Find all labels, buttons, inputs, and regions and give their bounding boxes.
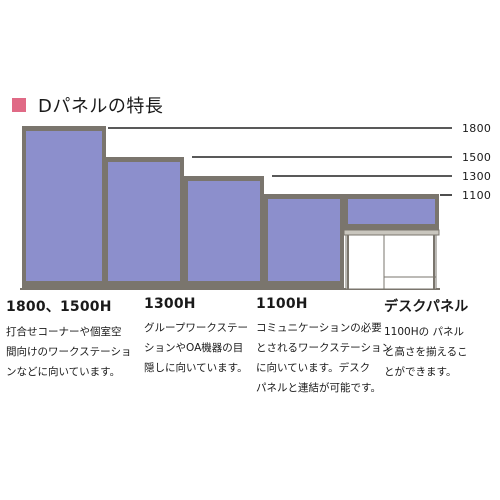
feature-column-1100: 1100H コミュニケーションの必要 とされるワークステーション に向いています… — [256, 296, 392, 398]
section-header: Dパネルの特長 — [12, 92, 163, 118]
feature-column-1800-1500: 1800、1500H 打合せコーナーや個室空 間向けのワークステーショ ンなどに… — [6, 296, 131, 382]
feature-heading: デスクパネル — [384, 299, 469, 315]
feature-description: グループワークステー ションやOA機器の目 隠しに向いています。 — [144, 322, 249, 374]
panel-1300 — [184, 176, 264, 289]
panel-1100 — [264, 194, 344, 289]
height-label-1500: 1500 — [462, 151, 492, 164]
section-marker-icon — [12, 98, 26, 112]
feature-heading: 1800、1500H — [6, 299, 112, 315]
feature-column-1300: 1300H グループワークステー ションやOA機器の目 隠しに向いています。 — [144, 296, 248, 378]
panel-1800 — [22, 126, 106, 289]
feature-description: コミュニケーションの必要 とされるワークステーション に向いています。デスク パ… — [256, 322, 392, 394]
section-title: Dパネルの特長 — [38, 96, 164, 117]
feature-heading: 1100H — [256, 296, 308, 312]
height-label-1300: 1300 — [462, 170, 492, 183]
feature-description: 1100Hの パネル と高さを揃えるこ とができます。 — [384, 326, 468, 378]
panel-1500 — [104, 157, 184, 289]
height-label-1100: 1100 — [462, 189, 492, 202]
height-label-1800: 1800 — [462, 122, 492, 135]
feature-heading: 1300H — [144, 296, 196, 312]
desk-panel — [343, 194, 440, 290]
feature-column-desk-panel: デスクパネル 1100Hの パネル と高さを揃えるこ とができます。 — [384, 296, 469, 382]
feature-description: 打合せコーナーや個室空 間向けのワークステーショ ンなどに向いています。 — [6, 326, 132, 378]
